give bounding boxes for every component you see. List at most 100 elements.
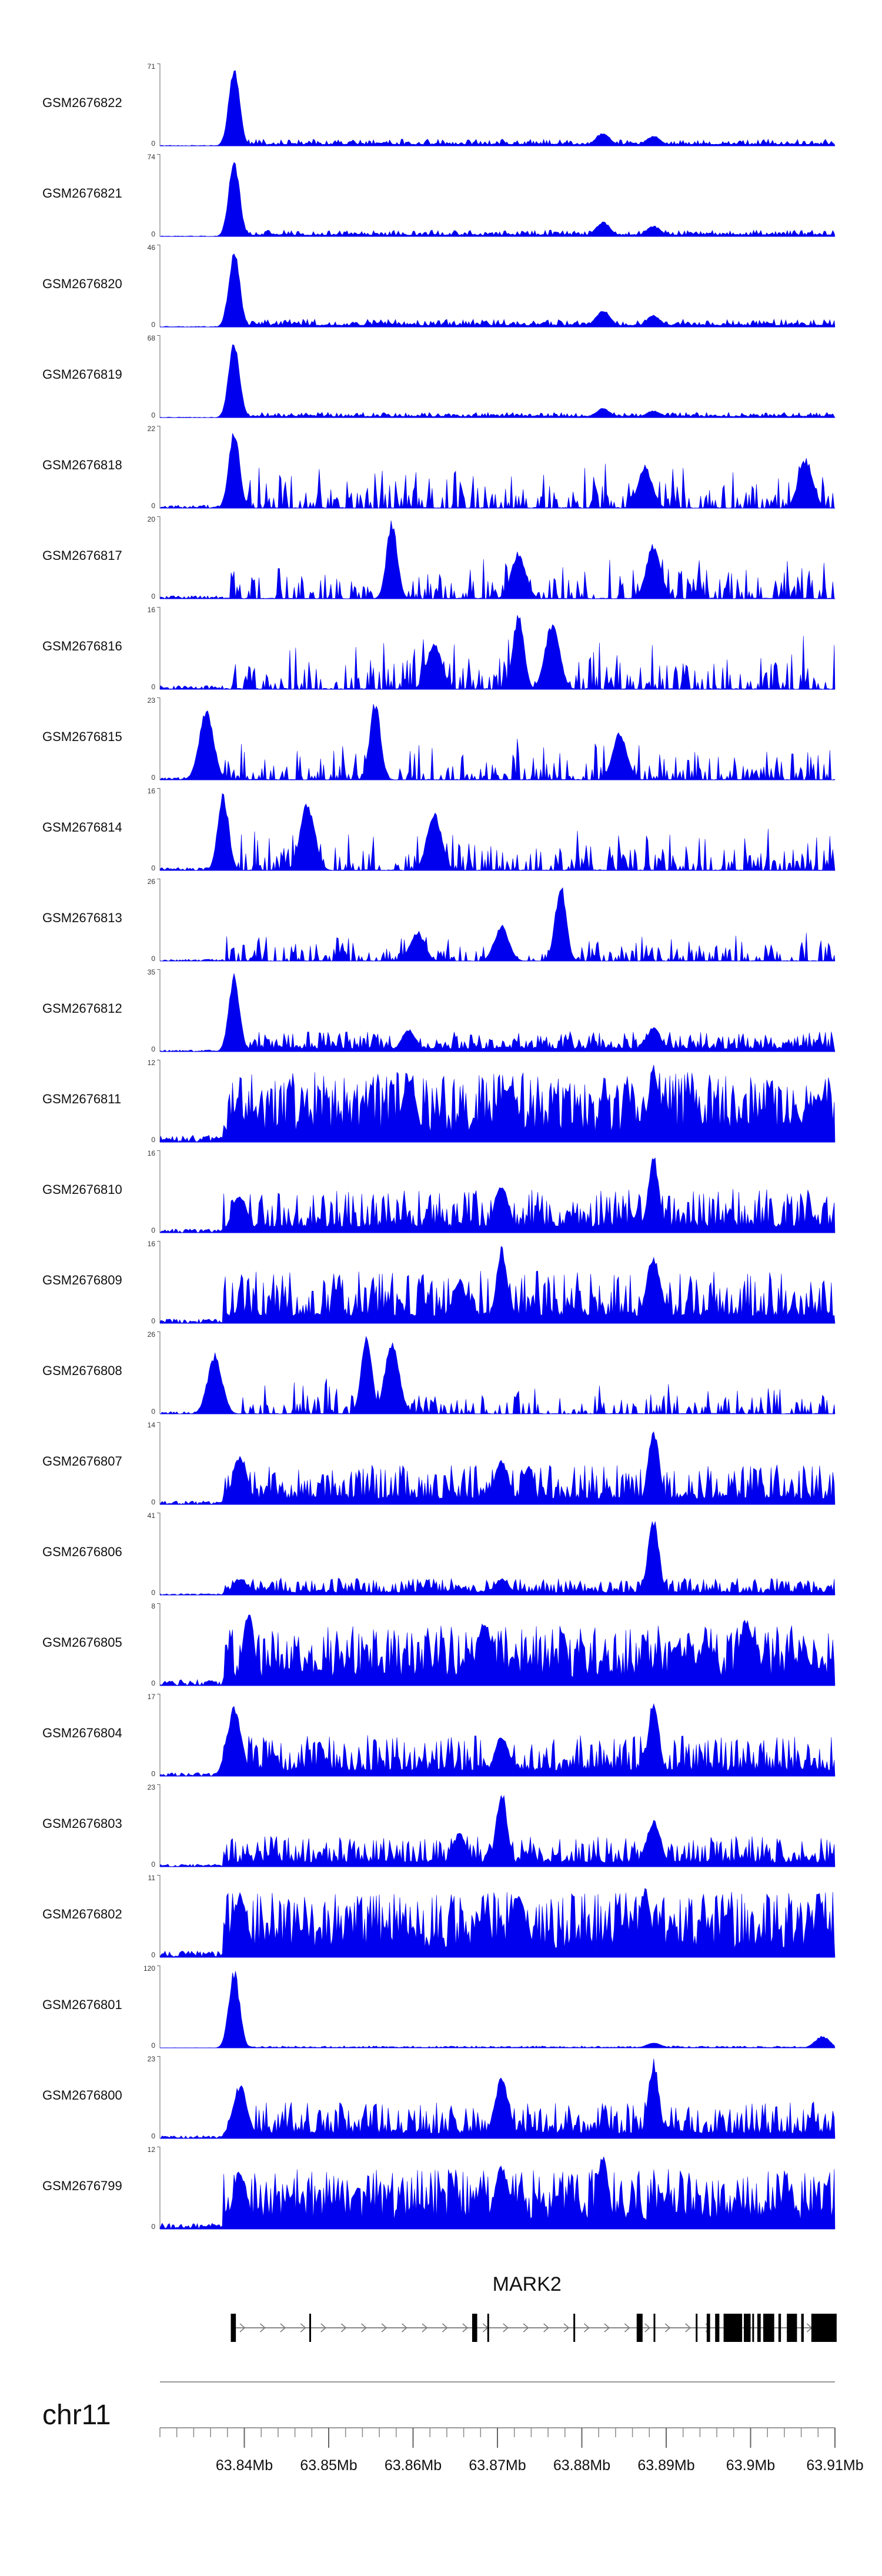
track-GSM2676804: GSM2676804 17 0 [42,1693,836,1778]
strand-arrow [260,2323,266,2333]
y-min-label: 0 [151,1407,155,1416]
y-max-label: 14 [148,1421,156,1429]
signal-area [159,2058,836,2139]
gene-model [230,2314,837,2342]
exon [487,2314,489,2342]
track-GSM2676803: GSM2676803 23 0 [42,1783,836,1868]
exon [309,2314,311,2342]
exon [811,2314,837,2342]
signal-area [159,70,836,146]
strand-arrow [664,2323,671,2333]
exon [723,2314,743,2342]
tick-label: 63.89Mb [637,2457,694,2474]
track-GSM2676808: GSM2676808 26 0 [42,1330,836,1416]
strand-arrow [604,2323,610,2333]
exon [653,2314,656,2342]
strand-arrow [402,2323,407,2333]
signal-area [159,2156,836,2230]
y-min-label: 0 [151,411,155,419]
y-max-label: 74 [148,153,156,161]
track-label: GSM2676807 [42,1454,122,1469]
signal-area [159,1157,836,1233]
y-min-label: 0 [151,592,155,600]
y-max-label: 8 [151,1602,155,1610]
signal-area [159,253,836,328]
y-min-label: 0 [151,1317,155,1325]
y-max-label: 41 [148,1511,156,1520]
gene-name-label: MARK2 [493,2273,562,2295]
signal-area [159,162,836,237]
track-label: GSM2676804 [42,1726,122,1740]
track-GSM2676818: GSM2676818 22 0 [42,425,836,510]
signal-area [159,344,836,418]
track-label: GSM2676815 [42,729,122,744]
strand-arrow [543,2323,549,2333]
track-label: GSM2676817 [42,548,122,563]
track-GSM2676812: GSM2676812 35 0 [42,968,836,1053]
track-GSM2676805: GSM2676805 8 0 [42,1602,836,1687]
tick-label: 63.84Mb [216,2457,273,2474]
y-min-label: 0 [151,2041,155,2050]
signal-area [159,793,836,871]
track-GSM2676822: GSM2676822 71 0 [42,62,836,148]
tick-label: 63.86Mb [385,2457,442,2474]
exon [778,2314,781,2342]
gene-annotation-track: MARK2 [230,2273,837,2342]
track-GSM2676806: GSM2676806 41 0 [42,1511,836,1597]
exon [763,2314,774,2342]
track-GSM2676816: GSM2676816 16 0 [42,606,836,691]
signal-area [159,520,836,599]
y-max-label: 23 [148,2055,156,2063]
y-max-label: 71 [148,62,156,71]
track-label: GSM2676810 [42,1182,122,1197]
track-GSM2676815: GSM2676815 23 0 [42,696,836,782]
y-max-label: 20 [148,515,156,523]
y-min-label: 0 [151,1136,155,1144]
strand-arrow [624,2323,630,2333]
y-min-label: 0 [151,773,155,782]
track-label: GSM2676816 [42,639,122,653]
signal-area [159,1614,836,1686]
y-max-label: 16 [148,787,156,795]
signal-area [159,1971,836,2048]
strand-arrow [300,2323,306,2333]
track-label: GSM2676811 [42,1092,121,1106]
y-max-label: 11 [148,1874,156,1882]
track-GSM2676810: GSM2676810 16 0 [42,1149,836,1234]
signal-tracks: GSM2676822710GSM2676821740GSM2676820460G… [42,62,836,2231]
y-min-label: 0 [151,230,155,238]
track-GSM2676809: GSM2676809 16 0 [42,1240,836,1325]
y-min-label: 0 [151,683,155,691]
track-label: GSM2676802 [42,1907,122,1921]
strand-arrow [644,2323,650,2333]
y-max-label: 26 [148,1330,156,1339]
y-max-label: 120 [143,1964,155,1973]
signal-area [159,1431,836,1505]
y-max-label: 46 [148,243,156,252]
exon [744,2314,751,2342]
y-min-label: 0 [151,1589,155,1597]
strand-arrow [239,2323,246,2333]
signal-area [159,887,836,962]
track-GSM2676799: GSM2676799 12 0 [42,2145,836,2231]
y-min-label: 0 [151,864,155,872]
y-min-label: 0 [151,1226,155,1234]
track-label: GSM2676805 [42,1635,122,1650]
track-label: GSM2676812 [42,1001,122,1016]
signal-area [159,433,836,509]
y-max-label: 22 [148,425,156,433]
y-min-label: 0 [151,1770,155,1778]
y-min-label: 0 [151,321,155,329]
strand-arrow [381,2323,387,2333]
strand-arrow [563,2323,570,2333]
track-GSM2676817: GSM2676817 20 0 [42,515,836,600]
track-GSM2676802: GSM2676802 11 0 [42,1874,836,1959]
y-min-label: 0 [151,2223,155,2231]
strand-arrow [685,2323,691,2333]
exon [230,2314,236,2342]
strand-arrow [523,2323,529,2333]
strand-arrow [442,2323,448,2333]
y-max-label: 16 [148,606,156,614]
track-label: GSM2676819 [42,367,122,382]
